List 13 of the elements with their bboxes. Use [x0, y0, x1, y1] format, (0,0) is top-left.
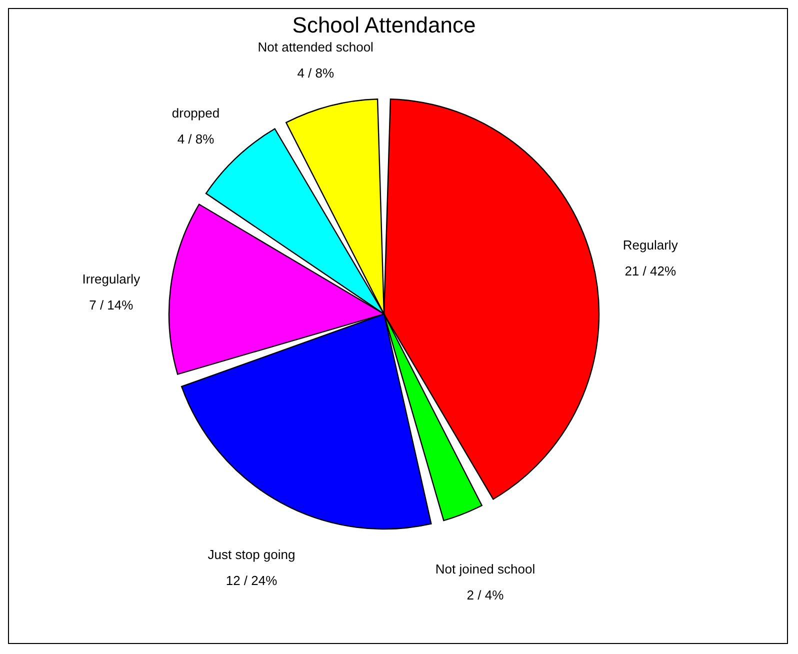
data-label: 2 / 4%	[466, 588, 504, 603]
data-label: 21 / 42%	[624, 264, 676, 279]
slice-label: Just stop going	[208, 546, 296, 562]
data-label: 4 / 8%	[297, 66, 334, 81]
slice-label: Regularly	[622, 238, 678, 253]
slice-label: dropped	[172, 106, 220, 121]
slice-label: Not attended school	[258, 40, 374, 55]
slice-label: Irregularly	[82, 272, 141, 287]
chart-title: School Attendance	[292, 12, 476, 38]
data-label: 12 / 24%	[226, 572, 278, 588]
slice-label: Not joined school	[435, 562, 536, 577]
data-label: 4 / 8%	[177, 132, 215, 147]
data-label: 7 / 14%	[89, 298, 134, 313]
